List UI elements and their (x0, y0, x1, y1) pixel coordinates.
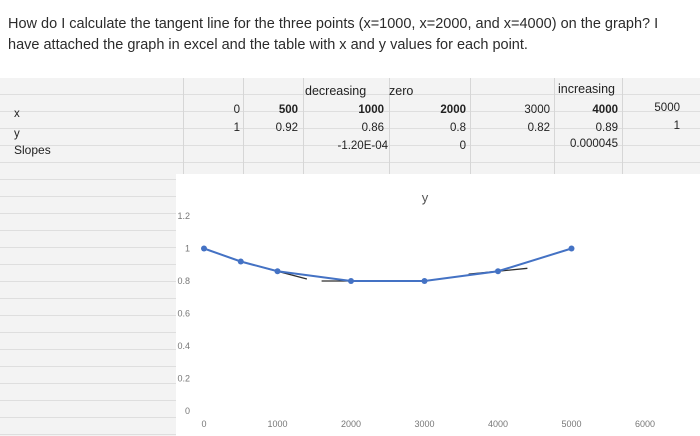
y-tick-label: 0.2 (177, 374, 190, 384)
column-divider (183, 78, 184, 174)
chart-title: y (422, 190, 429, 205)
column-divider (554, 78, 555, 174)
y-cell: 1 (673, 120, 680, 132)
row-label-slopes: Slopes (14, 143, 51, 157)
slope-increasing: 0.000045 (570, 138, 618, 150)
label-increasing: increasing (558, 82, 615, 96)
data-point (421, 278, 428, 284)
question-text: How do I calculate the tangent line for … (8, 16, 659, 53)
y-cell: 0.89 (595, 122, 618, 134)
column-divider (389, 78, 390, 174)
y-tick-label: 0.6 (177, 309, 190, 319)
data-point (237, 258, 244, 265)
data-point (568, 245, 575, 252)
y-cell: 0.8 (450, 122, 466, 134)
x-tick-label: 3000 (414, 419, 434, 429)
chart-background (176, 174, 700, 436)
x-tick-label: 4000 (488, 419, 508, 429)
y-cell: 0.86 (361, 122, 384, 134)
column-divider (303, 78, 304, 174)
y-cell: 1 (233, 122, 240, 134)
x-cell: 0 (233, 104, 240, 116)
data-point (495, 268, 501, 275)
chart: y 0 0.2 0.4 0.6 0.8 1 1.2 0 1000 2000 3000 4000 500… (176, 174, 700, 436)
data-point (201, 245, 207, 252)
x-tick-label: 2000 (341, 419, 361, 429)
column-divider (622, 78, 623, 174)
row-label-y: y (14, 128, 20, 140)
x-cell: 1000 (358, 104, 384, 116)
slope-decreasing: -1.20E-04 (337, 140, 388, 152)
spreadsheet: x y Slopes decreasing zero increasing 0 … (0, 78, 700, 436)
x-tick-label: 6000 (635, 419, 655, 429)
column-divider (470, 78, 471, 174)
data-point (348, 278, 354, 284)
x-cell: 4000 (592, 104, 618, 116)
slope-zero: 0 (459, 140, 466, 152)
x-cell: 2000 (440, 104, 466, 116)
y-tick-label: 1.2 (177, 211, 190, 221)
y-tick-label: 0.4 (177, 341, 190, 351)
y-tick-label: 0.8 (177, 276, 190, 286)
row-label-x: x (14, 108, 20, 120)
label-zero: zero (389, 84, 414, 98)
x-cell: 500 (278, 104, 298, 116)
data-point (274, 268, 281, 275)
y-cell: 0.92 (275, 122, 298, 134)
x-tick-label: 1000 (267, 419, 287, 429)
y-tick-label: 1 (185, 244, 190, 254)
column-divider (243, 78, 244, 174)
y-cell: 0.82 (527, 122, 550, 134)
x-tick-label: 5000 (561, 419, 581, 429)
label-decreasing: decreasing (305, 84, 367, 98)
y-tick-label: 0 (185, 406, 190, 416)
x-cell: 5000 (654, 102, 680, 114)
x-tick-label: 0 (201, 419, 206, 429)
x-cell: 3000 (524, 104, 550, 116)
